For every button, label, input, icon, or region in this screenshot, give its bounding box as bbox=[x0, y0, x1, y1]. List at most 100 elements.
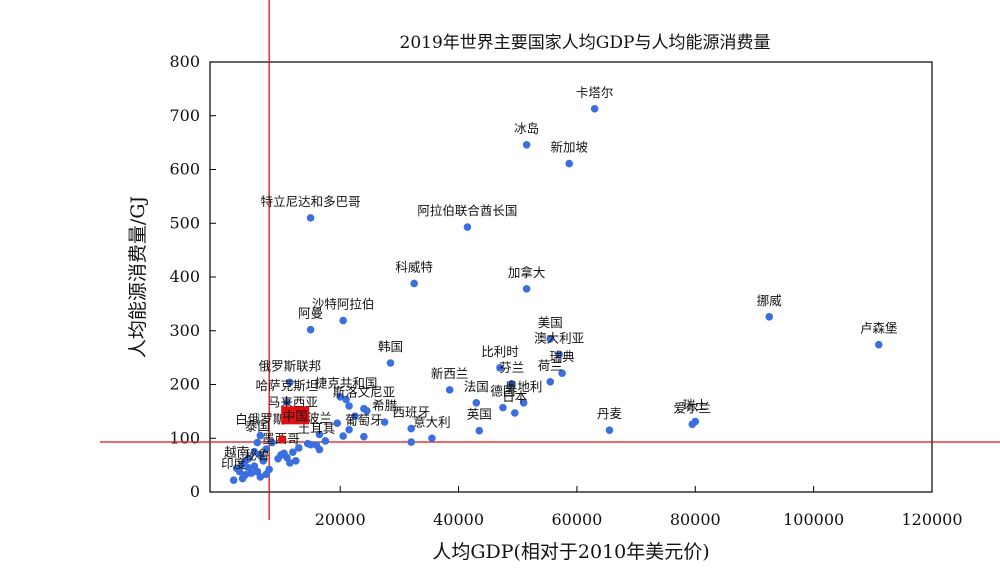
data-point bbox=[765, 312, 774, 321]
data-point bbox=[303, 439, 312, 448]
data-point bbox=[339, 432, 347, 440]
data-point bbox=[268, 438, 276, 447]
data-point bbox=[472, 398, 481, 407]
point-label: 意大利 bbox=[413, 414, 451, 429]
point-label: 比利时 bbox=[481, 344, 519, 359]
point-label: 荷兰 bbox=[538, 358, 563, 373]
y-axis: 0 100 200 300 400 500 600 700 800 bbox=[169, 52, 216, 501]
y-tick-label: 700 bbox=[169, 106, 200, 125]
point-label: 新加坡 bbox=[550, 140, 588, 155]
point-label: 阿拉伯联合酋长国 bbox=[417, 203, 517, 218]
data-point bbox=[522, 140, 531, 149]
point-label: 泰国 bbox=[245, 419, 270, 434]
x-axis-title: 人均GDP(相对于2010年美元价) bbox=[432, 541, 709, 563]
data-point bbox=[253, 438, 262, 447]
data-point bbox=[546, 378, 555, 386]
data-point bbox=[522, 285, 531, 293]
data-point bbox=[262, 470, 271, 479]
point-label: 俄罗斯联邦 bbox=[259, 358, 322, 373]
point-label: 芬兰 bbox=[499, 360, 524, 375]
data-point bbox=[428, 434, 436, 443]
data-point bbox=[345, 425, 353, 434]
data-point bbox=[333, 419, 342, 428]
data-point bbox=[691, 417, 700, 426]
point-label: 韩国 bbox=[378, 339, 403, 354]
data-point bbox=[508, 380, 516, 388]
data-point bbox=[475, 426, 484, 435]
data-point bbox=[232, 464, 241, 473]
y-tick-label: 300 bbox=[169, 321, 200, 340]
data-point bbox=[345, 402, 353, 410]
data-point bbox=[546, 335, 555, 343]
data-point bbox=[410, 279, 418, 288]
point-label: 特立尼达和多巴哥 bbox=[261, 194, 361, 209]
point-label: 马来西亚 bbox=[268, 394, 318, 409]
data-point bbox=[380, 418, 389, 426]
y-tick-label: 600 bbox=[169, 160, 200, 179]
data-point bbox=[256, 431, 265, 440]
data-point bbox=[445, 386, 454, 394]
highlight-marker bbox=[281, 406, 310, 425]
x-tick-label: 80000 bbox=[670, 510, 721, 529]
data-point bbox=[283, 398, 291, 407]
point-label: 越南 bbox=[224, 444, 249, 459]
data-point bbox=[360, 404, 368, 413]
x-tick-label: 120000 bbox=[901, 510, 962, 529]
data-point bbox=[555, 350, 563, 359]
data-point bbox=[250, 447, 259, 456]
point-label: 丹麦 bbox=[597, 406, 623, 421]
point-label: 瑞典 bbox=[550, 349, 575, 364]
data-point bbox=[306, 325, 315, 334]
data-point bbox=[286, 378, 294, 387]
data-point bbox=[321, 437, 330, 445]
data-point bbox=[339, 316, 347, 325]
data-point bbox=[253, 467, 262, 476]
data-point bbox=[342, 395, 350, 404]
x-tick-label: 40000 bbox=[433, 510, 484, 529]
point-label: 秘鲁 bbox=[245, 448, 270, 463]
data-points bbox=[229, 104, 883, 484]
data-point bbox=[247, 469, 256, 477]
data-point bbox=[238, 474, 247, 483]
data-point bbox=[336, 393, 344, 401]
point-label: 白俄罗斯 bbox=[235, 412, 285, 427]
data-point bbox=[241, 457, 250, 465]
highlight-label: 中国 bbox=[283, 408, 308, 423]
point-label: 捷克共和国 bbox=[315, 376, 378, 391]
point-label: 加拿大 bbox=[508, 265, 546, 280]
point-label: 奥地利 bbox=[505, 379, 543, 394]
data-point bbox=[386, 359, 395, 367]
reference-lines bbox=[100, 0, 1000, 520]
y-tick-label: 500 bbox=[169, 213, 200, 232]
y-tick-label: 0 bbox=[190, 482, 200, 501]
x-tick-label: 20000 bbox=[315, 510, 366, 529]
point-label: 法国 bbox=[464, 379, 489, 394]
point-label: 西班牙 bbox=[392, 405, 430, 420]
point-label: 希腊 bbox=[372, 398, 398, 413]
point-label: 葡萄牙 bbox=[345, 413, 383, 428]
point-label: 德国 bbox=[490, 384, 515, 399]
data-point bbox=[315, 430, 324, 439]
point-label: 土耳其 bbox=[298, 421, 336, 436]
point-label: 新西兰 bbox=[431, 366, 469, 381]
data-point bbox=[590, 104, 599, 113]
y-tick-label: 800 bbox=[169, 52, 200, 71]
point-label: 卢森堡 bbox=[860, 321, 898, 336]
data-point bbox=[496, 364, 504, 372]
point-label: 科威特 bbox=[395, 259, 433, 274]
y-tick-label: 100 bbox=[169, 428, 200, 447]
data-point bbox=[292, 457, 300, 465]
point-label: 冰岛 bbox=[514, 121, 539, 136]
data-point bbox=[351, 412, 359, 421]
data-point bbox=[306, 214, 315, 222]
data-point bbox=[605, 426, 614, 434]
point-label: 爱尔兰 bbox=[674, 400, 712, 415]
data-point bbox=[510, 409, 519, 417]
data-point bbox=[360, 432, 368, 441]
chart-title: 2019年世界主要国家人均GDP与人均能源消费量 bbox=[400, 33, 771, 53]
data-point bbox=[519, 398, 528, 407]
point-label: 英国 bbox=[467, 407, 492, 422]
point-label: 哈萨克斯坦 bbox=[256, 378, 319, 393]
